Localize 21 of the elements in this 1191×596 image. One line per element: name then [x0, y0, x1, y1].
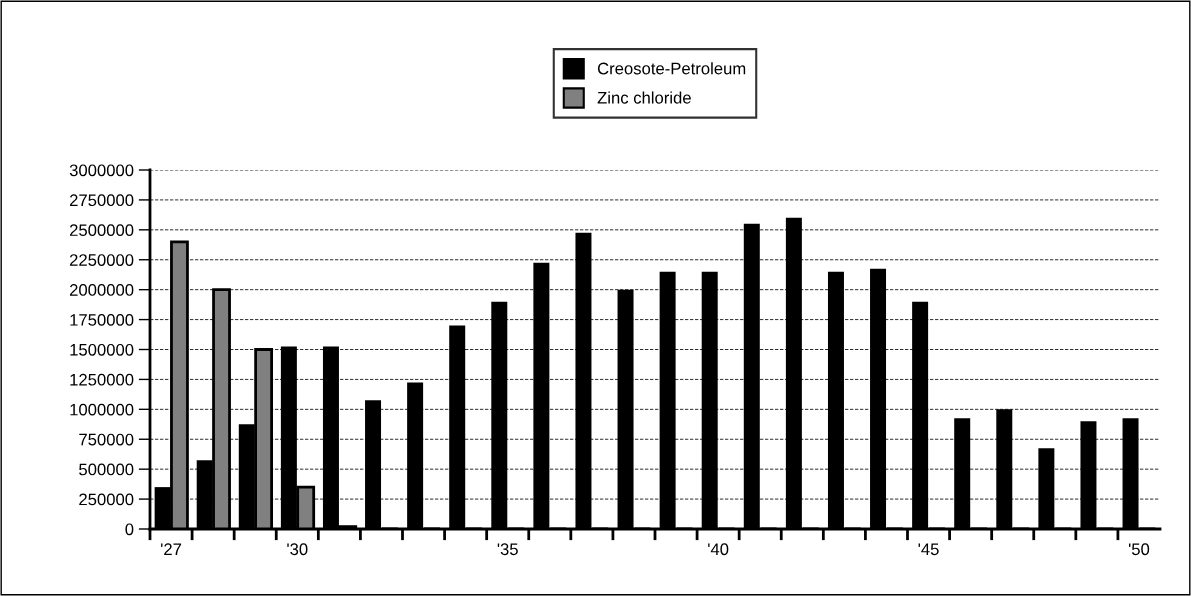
y-tick-label: 500000 [79, 463, 134, 476]
y-tick-label: 750000 [79, 433, 134, 446]
y-tick-label: 0 [125, 523, 134, 536]
x-tick-label: '45 [918, 543, 939, 556]
legend-label: Zinc chloride [597, 91, 691, 104]
x-tick-label: '35 [497, 543, 518, 556]
x-tick-label: '27 [161, 543, 182, 555]
y-tick-label: 2000000 [69, 284, 134, 296]
x-tick-label: '40 [708, 543, 729, 556]
y-tick-label: 2250000 [69, 254, 134, 266]
y-tick-label: 1000000 [70, 403, 134, 416]
y-tick-label: 3000000 [69, 164, 134, 177]
y-tick-label: 1250000 [70, 373, 134, 386]
y-tick-label: 1750000 [70, 313, 134, 326]
y-tick-label: 250000 [79, 493, 134, 506]
y-tick-label: 2500000 [69, 224, 134, 237]
x-tick-label: '50 [1128, 543, 1150, 556]
legend-label: Creosote-Petroleum [597, 62, 746, 75]
y-tick-label: 1500000 [70, 343, 134, 356]
y-tick-label: 2750000 [69, 194, 134, 207]
x-tick-label: '30 [287, 543, 308, 556]
